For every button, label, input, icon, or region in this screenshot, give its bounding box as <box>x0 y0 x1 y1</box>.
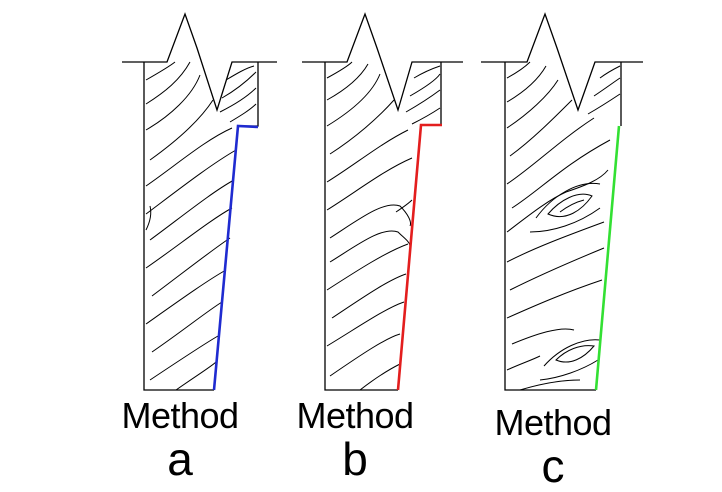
method-b-caption: Method b <box>275 395 435 485</box>
method-a-word: Method <box>121 395 239 436</box>
panel-a-grain <box>145 61 257 391</box>
panel-b-cut-line <box>396 123 442 391</box>
panel-b-outline <box>302 12 463 391</box>
method-b-word: Method <box>296 395 414 436</box>
method-c-letter: c <box>541 440 565 492</box>
panel-c-grain <box>506 61 621 391</box>
method-b-letter: b <box>342 433 368 485</box>
panel-c-outline <box>481 12 643 391</box>
method-c-word: Method <box>494 402 612 443</box>
panel-b-grain <box>326 61 441 391</box>
panel-c <box>481 12 643 391</box>
diagram-canvas <box>122 12 643 391</box>
panel-a-cut-line <box>212 124 259 391</box>
panel-a <box>122 12 277 391</box>
method-c-caption: Method c <box>473 402 633 492</box>
panel-a-outline <box>122 12 277 391</box>
method-a-caption: Method a <box>100 395 260 485</box>
method-a-letter: a <box>167 433 193 485</box>
panel-c-cut-line <box>594 125 621 391</box>
panel-b <box>302 12 463 391</box>
